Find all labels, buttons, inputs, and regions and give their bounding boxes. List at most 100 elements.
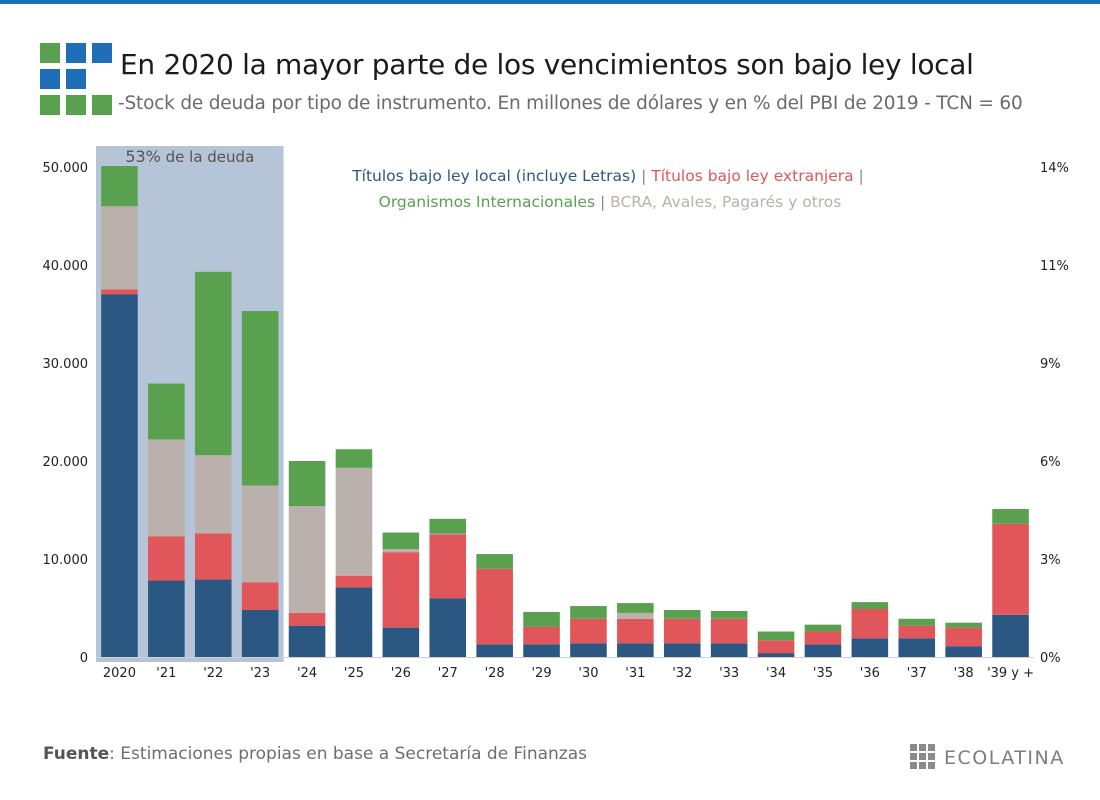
bar-segment-organismos [476,554,513,569]
bar-segment-local [710,643,748,657]
x-tick-label: '33 [719,666,739,681]
bar-segment-extranjera [523,626,560,645]
bar-segment-organismos [241,311,279,486]
x-tick-label: 2020 [103,666,136,681]
bar-segment-extranjera [710,618,748,644]
bar-segment-bcra [617,612,654,619]
bar-segment-local [570,643,607,657]
bar-segment-organismos [898,618,936,626]
bar-segment-extranjera [429,534,467,599]
bar-segment-extranjera [617,618,654,644]
x-tick-label: '31 [625,666,645,681]
y-right-tick-label: 3% [1040,553,1061,568]
top-accent-bar [0,0,1100,4]
bar-segment-organismos [335,449,373,468]
legend-line-1: Títulos bajo ley local (incluye Letras) … [351,167,864,185]
bar-segment-local [429,598,467,657]
bar-segment-local [523,644,560,657]
bar-segment-extranjera [570,618,607,644]
bar-segment-bcra [288,506,326,613]
bar-segment-extranjera [804,631,842,645]
bar-segment-organismos [945,622,982,628]
y-left-tick-label: 50.000 [43,161,89,176]
bar-segment-local [663,643,701,657]
y-right-tick-label: 0% [1040,651,1061,666]
bar-segment-bcra [382,549,420,553]
highlight-label: 53% de la deuda [125,147,254,166]
highlight-label-pct: 53% [125,147,161,166]
bar-segment-extranjera [898,625,936,639]
bar-segment-local [288,625,326,657]
brand-name: ECOLATINA [944,747,1065,769]
x-tick-label: '35 [813,666,833,681]
x-tick-label: '23 [250,666,270,681]
bar-segment-bcra [194,455,232,534]
source-label: Fuente [43,744,110,764]
bar-segment-extranjera [335,575,373,588]
y-axis-right: 0% 3% 6% 9% 11% 14% [1040,161,1069,666]
bar-segment-extranjera [851,608,889,639]
x-tick-label: '25 [344,666,364,681]
logo-icon [40,43,112,115]
x-tick-label: '37 [907,666,927,681]
bar-segment-extranjera [148,536,185,581]
bar-segment-organismos [429,518,467,534]
chart-subtitle: -Stock de deuda por tipo de instrumento.… [118,93,1023,114]
bar-segment-extranjera [382,552,420,628]
bar-segment-local [241,609,279,657]
x-tick-label: '24 [297,666,317,681]
bar-segment-bcra [335,467,373,576]
bar-segment-organismos [288,461,326,507]
bar-segment-bcra [429,533,467,535]
y-left-tick-label: 10.000 [43,553,89,568]
legend-line-2: Organismos Internacionales | BCRA, Avale… [379,193,842,211]
highlight-label-text: de la deuda [161,148,254,166]
bar-segment-extranjera [194,533,232,580]
bar-segment-local [992,614,1029,657]
y-left-tick-label: 30.000 [43,357,89,372]
brand-logo: ECOLATINA [910,744,1080,772]
bars-group [96,166,1034,658]
x-tick-label: '21 [156,666,176,681]
legend-local: Títulos bajo ley local (incluye Letras) [351,167,636,185]
bar-segment-organismos [194,271,232,456]
bar-segment-local [804,644,842,657]
chart-title: En 2020 la mayor parte de los vencimient… [120,48,974,81]
bar-segment-local [945,646,982,657]
source-note: Fuente: Estimaciones propias en base a S… [43,744,587,764]
bar-segment-organismos [148,383,185,440]
legend-organismos: Organismos Internacionales [379,193,595,211]
y-right-tick-label: 9% [1040,357,1061,372]
legend-bcra: BCRA, Avales, Pagarés y otros [610,193,841,211]
bar-segment-local [194,579,232,657]
bar-segment-local [851,638,889,657]
bar-segment-organismos [101,166,138,207]
x-axis: 2020 '21 '22 '23 '24 '25 '26 '27 '28 '29 '30 '31 '32… [103,666,1034,681]
bar-segment-local [148,580,185,657]
bar-segment-organismos [710,610,748,619]
source-text: : Estimaciones propias en base a Secreta… [109,744,587,764]
x-tick-label: '28 [485,666,505,681]
x-tick-label: '32 [672,666,692,681]
bar-segment-bcra [101,206,138,290]
y-left-tick-label: 0 [80,651,88,666]
bar-segment-local [101,294,138,657]
bar-segment-extranjera [992,523,1029,615]
y-right-tick-label: 14% [1040,161,1069,176]
bar-segment-local [476,644,513,657]
bar-segment-local [382,627,420,657]
x-tick-label: '30 [578,666,598,681]
x-tick-label: '39 y + [987,666,1034,681]
y-left-tick-label: 40.000 [43,259,89,274]
bar-segment-organismos [851,602,889,609]
bar-segment-organismos [523,611,560,627]
bar-segment-local [335,587,373,657]
bar-segment-bcra [148,439,185,537]
y-right-tick-label: 11% [1040,259,1069,274]
stacked-bar-chart: 53% de la deuda Títulos bajo ley local (… [43,146,1069,681]
legend-sep-1: | [636,167,651,185]
x-tick-label: '34 [766,666,786,681]
bar-segment-organismos [992,509,1029,524]
bar-segment-local [757,653,795,657]
legend-sep-2: | [854,167,864,185]
